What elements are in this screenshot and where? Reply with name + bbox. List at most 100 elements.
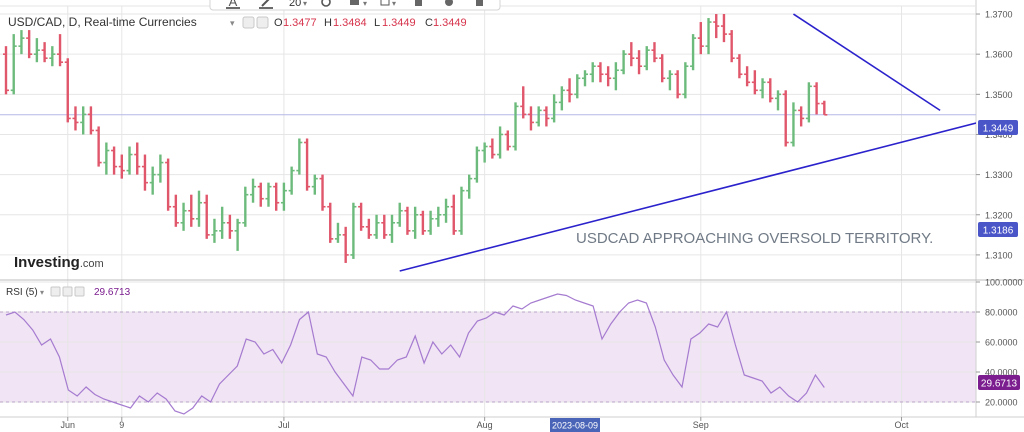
secondary-price-tag [978, 222, 1018, 237]
last-price-label: 1.3449 [983, 124, 1014, 135]
rsi-band [0, 312, 976, 402]
ohlc-bar [226, 214, 233, 239]
time-tick-label: Sep [693, 420, 709, 430]
settings-button[interactable] [321, 0, 331, 7]
time-tick-label: 9 [119, 420, 124, 430]
ohlc-bar [566, 78, 573, 103]
ohlc-bar [334, 222, 341, 243]
ohlc-bar [558, 86, 565, 111]
ohlc-bar [481, 142, 488, 163]
rsi-legend[interactable]: RSI (5) ▾ 29.6713 [6, 286, 131, 298]
font-size-select[interactable]: 20 ▾ [289, 0, 307, 9]
rsi-eye-icon[interactable] [50, 286, 61, 297]
ohlc-bar [798, 106, 805, 127]
visibility-icon [380, 0, 390, 6]
ohlc-bar [3, 46, 9, 95]
ohlc-bar [273, 182, 280, 211]
price-tick-label: 1.3700 [985, 10, 1013, 20]
annotation-text[interactable]: USDCAD APPROACHING OVERSOLD TERRITORY. [576, 230, 933, 247]
ohlc-bar [705, 18, 712, 55]
open-value: 1.3477 [283, 17, 317, 29]
rsi-value: 29.6713 [94, 287, 131, 298]
high-value: 1.3484 [333, 17, 367, 29]
delete-button[interactable] [476, 0, 483, 6]
ohlc-bar [612, 62, 619, 91]
ohlc-bar [605, 66, 612, 87]
ohlc-bar [18, 30, 25, 55]
ohlc-bar [257, 182, 264, 207]
rsi-settings-icon[interactable] [62, 286, 73, 297]
ohlc-bar [720, 14, 727, 43]
ohlc-bar [489, 138, 496, 159]
ohlc-bar [180, 202, 187, 231]
time-axis[interactable]: Jun 9 Jul Aug Sep Oct [61, 417, 910, 430]
text-color-button[interactable]: A [226, 0, 240, 9]
symbol-title: USD/CAD, D, Real-time Currencies [8, 15, 197, 29]
ohlc-bar [597, 62, 604, 83]
ohlc-bar [713, 14, 720, 39]
layers-icon [350, 0, 359, 5]
logo-wordmark: Investing.com [14, 254, 104, 271]
ohlc-bar [427, 210, 434, 235]
legend-eye-icon[interactable] [242, 16, 255, 29]
ohlc-bar [458, 186, 465, 235]
more-button[interactable] [445, 0, 453, 6]
more-icon [445, 0, 453, 6]
rsi-close-icon[interactable] [74, 286, 85, 297]
ohlc-bars [3, 14, 828, 263]
trendlines[interactable] [399, 13, 994, 272]
rsi-tick-label: 100.0000 [985, 278, 1023, 288]
rsi-series-line [5, 293, 825, 415]
ohlc-bar [674, 70, 681, 99]
ohlc-bar [126, 146, 133, 175]
ohlc-bar [103, 142, 110, 175]
lock-icon [415, 0, 422, 6]
price-tick-label: 1.3100 [985, 250, 1013, 260]
ohlc-bar [365, 218, 372, 239]
trendline [793, 13, 941, 112]
ohlc-bar [497, 126, 504, 159]
visibility-button[interactable]: ▾ [380, 0, 396, 8]
ohlc-bar [165, 158, 172, 211]
ohlc-bar [520, 86, 527, 119]
ohlc-bar [620, 50, 627, 75]
font-size-value: 20 [289, 0, 301, 9]
ohlc-bar [643, 46, 650, 71]
ohlc-bar [775, 90, 781, 111]
symbol-legend[interactable]: USD/CAD, D, Real-time Currencies ▾ O 1.3… [8, 15, 467, 29]
ohlc-bar [651, 42, 658, 63]
ohlc-bar [659, 54, 666, 83]
ohlc-bar [473, 146, 480, 183]
ohlc-bar [196, 190, 202, 227]
time-tick-label: Aug [477, 420, 493, 430]
ohlc-bar [219, 206, 226, 239]
ohlc-bar [813, 82, 820, 115]
ohlc-bar [188, 194, 195, 227]
ohlc-bar [767, 78, 774, 103]
open-label: O [274, 17, 283, 29]
ohlc-bar [118, 154, 125, 179]
rsi-collapse-icon[interactable]: ▾ [40, 288, 44, 297]
legend-settings-icon[interactable] [256, 16, 269, 29]
ohlc-bar [10, 34, 17, 95]
visual-order-button[interactable]: ▾ [350, 0, 367, 8]
legend-collapse-icon[interactable]: ▾ [230, 18, 235, 28]
ohlc-bar [87, 106, 94, 135]
chevron-down-icon: ▾ [303, 0, 307, 8]
ohlc-bar [551, 94, 558, 123]
ohlc-bar [736, 54, 743, 79]
rsi-axis[interactable]: 100.0000 80.0000 60.0000 40.0000 20.0000 [976, 278, 1023, 408]
close-label: C [425, 17, 433, 29]
ohlc-bar [134, 142, 141, 175]
chevron-down-icon-2: ▾ [363, 0, 367, 8]
lock-button[interactable] [415, 0, 422, 6]
last-price-tag [978, 120, 1018, 135]
line-color-button[interactable] [259, 0, 273, 9]
secondary-price-label: 1.3186 [983, 226, 1014, 237]
ohlc-bar [805, 82, 812, 123]
ohlc-bar [296, 138, 303, 175]
ohlc-bar [466, 174, 473, 199]
ohlc-bar [450, 194, 457, 235]
